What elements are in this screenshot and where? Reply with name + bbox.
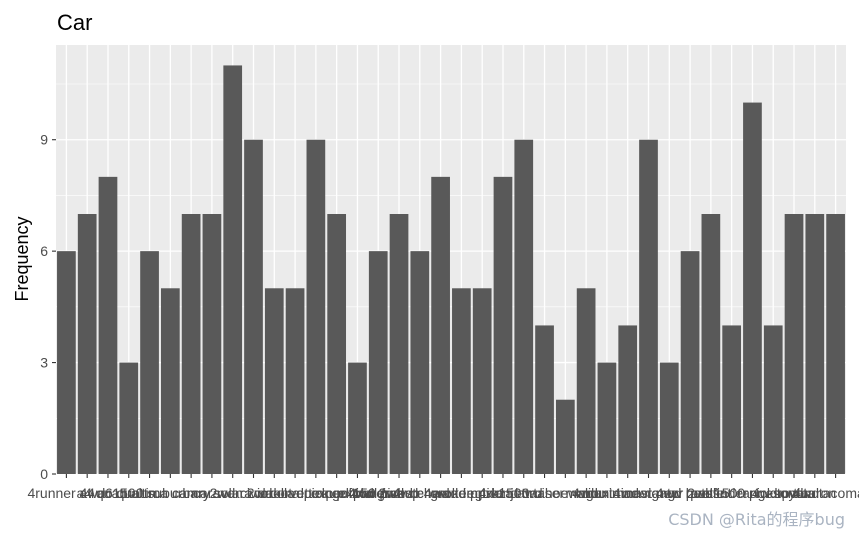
y-tick-label: 3 [40,355,48,371]
bar: camry: 7 [181,214,201,474]
bar: a6 quattro: 3 [119,362,139,474]
bar: grand prix: 5 [452,288,471,474]
x-tick-label: a6 quattro [97,485,160,501]
bar: caravan 2wd: 11 [223,65,243,474]
x-tick-label: toyota tacoma 4wd [777,485,859,501]
x-tick-label: forester awd [381,485,458,501]
x-tick-label: tiburon [793,485,836,501]
x-tick-label: sonata [773,485,815,501]
bar: a4 quattro: 8 [98,176,118,474]
bar: expedition 2wd: 3 [348,362,367,474]
x-tick-label: 4runner 4wd [27,485,105,501]
y-tick-label: 9 [40,132,48,148]
x-tick-label: altima [131,485,169,501]
bar: jetta: 9 [514,139,534,474]
x-tick-label: jetta [510,485,538,501]
bar: navigator 2wd: 3 [659,362,679,474]
bar: a4: 7 [77,214,97,474]
x-tick-label: mustang [622,485,676,501]
x-tick-label: grand cherokee 4wd [377,485,504,501]
x-tick-label: grand prix [430,485,492,501]
x-tick-label: navigator 2wd [626,485,713,501]
x-tick-label: camry solara [172,485,252,501]
bar: k1500 tahoe 4wd: 4 [535,325,554,474]
x-tick-label: corolla [254,485,295,501]
x-tick-label: ram 1500 pickup 4wd [686,485,819,501]
bar: gti: 5 [472,288,492,474]
watermark: CSDN @Rita的程序bug [668,510,845,529]
bar: pathfinder 4wd: 4 [722,325,742,474]
x-tick-label: a4 quattro [76,485,139,501]
y-axis-label: Frequency [12,216,32,301]
bar: corvette: 5 [285,288,305,474]
x-tick-label: a4 [79,485,95,501]
bar: impreza awd: 8 [493,176,513,474]
x-tick-label: pathfinder 4wd [686,485,778,501]
x-tick-label: durango 4wd [296,485,377,501]
x-tick-label: impreza awd [463,485,542,501]
bar: forester awd: 6 [410,251,430,474]
x-tick-label: c1500 suburban 2wd [105,485,235,501]
bar: malibu: 5 [576,288,596,474]
x-tick-label: civic [240,485,267,501]
x-tick-label: f150 pickup 4wd [348,485,449,501]
bar: range rover: 4 [763,325,783,474]
bar: ram 1500 pickup 4wd: 10 [743,102,762,475]
bar: toyota tacoma 4wd: 7 [826,214,845,474]
x-tick-label: passat [690,485,731,501]
bar: explorer 4wd: 6 [368,251,388,474]
x-tick-label: caravan 2wd [193,485,272,501]
y-axis: 0 3 6 9 [40,132,56,482]
bar: altima: 6 [140,251,159,474]
bar: 4runner 4wd: 6 [57,251,76,474]
x-tick-label: mountaineer 4wd [574,485,681,501]
x-tick-label: dakota pickup 4wd [258,485,374,501]
x-tick-label: camry [172,485,210,501]
x-tick-label: gti [475,485,490,501]
bar: sonata: 7 [784,214,804,474]
bar: mountaineer 4wd: 4 [618,325,638,474]
x-tick-label: corvette [270,485,320,501]
x-tick-label: explorer 4wd [338,485,418,501]
x-tick-label: range rover [737,485,809,501]
y-tick-label: 0 [40,466,48,482]
bar: dakota pickup 4wd: 9 [306,139,326,474]
bar: grand cherokee 4wd: 8 [431,176,450,474]
chart-title: Car [57,10,92,35]
bar: civic: 9 [244,139,263,474]
x-tick-label: expedition 2wd [311,485,404,501]
x-tick-label: maxima [582,485,631,501]
y-tick-label: 6 [40,243,48,259]
x-tick-label: malibu [566,485,607,501]
x-tick-label: land cruiser wagon 4wd [492,485,639,501]
bar: passat: 7 [701,214,721,474]
x-tick-label: new beetle [656,485,724,501]
x-tick-label: k1500 tahoe 4wd [491,485,598,501]
bar: corolla: 5 [264,288,284,474]
bar: maxima: 3 [597,362,617,474]
bar: mustang: 9 [639,139,658,474]
bar: durango 4wd: 7 [327,214,347,474]
bars: 4runner 4wd: 6a4: 7a4 quattro: 8a6 quatt… [57,65,845,475]
bar: camry solara: 7 [202,214,222,474]
bar: new beetle: 6 [680,251,700,474]
bar: c1500 suburban 2wd: 5 [160,288,180,474]
bar: tiburon: 7 [805,214,825,474]
bar: land cruiser wagon 4wd: 2 [555,399,575,474]
bar: f150 pickup 4wd: 7 [389,214,409,474]
